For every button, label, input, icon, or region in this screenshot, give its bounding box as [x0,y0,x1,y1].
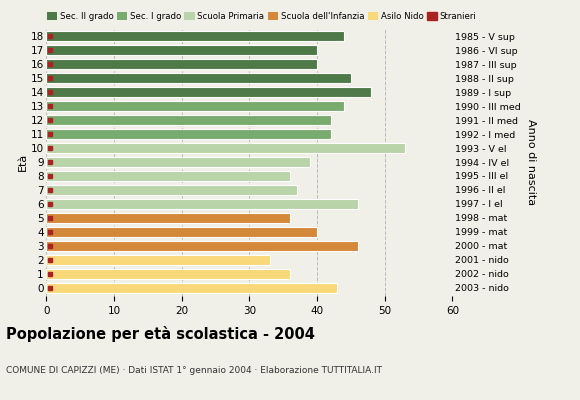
Bar [46,269,290,279]
Y-axis label: Età: Età [17,153,28,171]
Y-axis label: Anno di nascita: Anno di nascita [527,119,536,205]
Bar [46,45,317,55]
Bar [46,129,331,139]
Bar [46,73,351,83]
Bar [46,185,297,195]
Bar [46,199,358,209]
Bar [46,101,344,111]
Bar [46,282,338,293]
Text: COMUNE DI CAPIZZI (ME) · Dati ISTAT 1° gennaio 2004 · Elaborazione TUTTITALIA.IT: COMUNE DI CAPIZZI (ME) · Dati ISTAT 1° g… [6,366,382,375]
Bar [46,87,371,97]
Bar [46,171,290,181]
Bar [46,213,290,223]
Text: Popolazione per età scolastica - 2004: Popolazione per età scolastica - 2004 [6,326,315,342]
Bar [46,59,317,69]
Bar [46,241,358,251]
Bar [46,115,331,125]
Bar [46,143,405,153]
Legend: Sec. II grado, Sec. I grado, Scuola Primaria, Scuola dell'Infanzia, Asilo Nido, : Sec. II grado, Sec. I grado, Scuola Prim… [46,12,476,21]
Bar [46,31,344,41]
Bar [46,227,317,237]
Bar [46,157,310,167]
Bar [46,255,270,265]
